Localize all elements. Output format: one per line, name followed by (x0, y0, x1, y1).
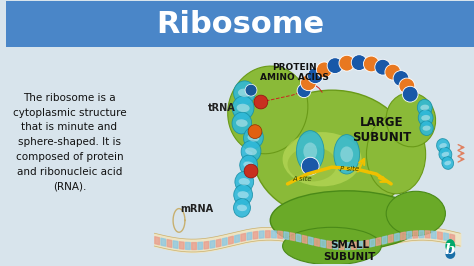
Ellipse shape (234, 184, 253, 205)
Text: b: b (445, 243, 456, 257)
Ellipse shape (446, 249, 455, 259)
Ellipse shape (234, 81, 255, 105)
Text: Ribosome: Ribosome (156, 10, 324, 39)
Circle shape (339, 55, 355, 71)
Circle shape (364, 56, 379, 72)
Ellipse shape (446, 239, 455, 253)
Circle shape (301, 75, 316, 91)
Ellipse shape (240, 155, 257, 175)
Circle shape (301, 157, 319, 175)
Ellipse shape (444, 161, 451, 165)
Text: A site: A site (292, 176, 312, 182)
Circle shape (327, 58, 343, 73)
Ellipse shape (439, 147, 452, 161)
Ellipse shape (253, 90, 411, 218)
Circle shape (375, 59, 391, 75)
Ellipse shape (421, 115, 430, 121)
Ellipse shape (247, 134, 259, 142)
Circle shape (308, 68, 323, 84)
Ellipse shape (417, 99, 432, 116)
Bar (6, 1, 474, 47)
Ellipse shape (245, 147, 257, 155)
Ellipse shape (386, 93, 436, 147)
Circle shape (399, 78, 415, 94)
Ellipse shape (239, 178, 250, 185)
Ellipse shape (288, 147, 337, 181)
Ellipse shape (283, 227, 381, 265)
Ellipse shape (236, 119, 247, 127)
Ellipse shape (241, 140, 261, 162)
Circle shape (297, 84, 311, 98)
Ellipse shape (296, 131, 324, 172)
Ellipse shape (423, 126, 430, 131)
Ellipse shape (228, 66, 308, 154)
Ellipse shape (442, 157, 454, 169)
Circle shape (245, 84, 257, 96)
Ellipse shape (234, 198, 250, 217)
Ellipse shape (439, 143, 447, 148)
Circle shape (317, 62, 332, 78)
Text: SMALL
SUBUNIT: SMALL SUBUNIT (323, 240, 376, 262)
Ellipse shape (442, 152, 449, 157)
Ellipse shape (232, 112, 252, 134)
Bar (6, 47, 474, 264)
Ellipse shape (437, 139, 449, 153)
Ellipse shape (237, 205, 247, 211)
Ellipse shape (270, 191, 423, 250)
Ellipse shape (303, 143, 317, 160)
Circle shape (351, 55, 367, 70)
Ellipse shape (235, 171, 254, 192)
Circle shape (244, 164, 258, 178)
Ellipse shape (244, 127, 264, 149)
Ellipse shape (237, 104, 250, 112)
Ellipse shape (420, 121, 433, 135)
Circle shape (254, 95, 268, 109)
Ellipse shape (237, 191, 249, 198)
Ellipse shape (420, 105, 429, 110)
Ellipse shape (283, 132, 362, 186)
Ellipse shape (340, 146, 353, 162)
Text: P site: P site (340, 166, 359, 172)
Circle shape (393, 70, 409, 86)
Ellipse shape (386, 191, 446, 236)
Text: tRNA: tRNA (208, 103, 235, 113)
Ellipse shape (334, 135, 360, 174)
Ellipse shape (366, 115, 426, 194)
Text: The ribosome is a
cytoplasmic structure
that is minute and
sphere-shaped. It is
: The ribosome is a cytoplasmic structure … (13, 93, 126, 192)
Text: LARGE
SUBUNIT: LARGE SUBUNIT (352, 116, 411, 144)
Ellipse shape (243, 161, 254, 168)
Circle shape (385, 64, 401, 80)
Circle shape (248, 125, 262, 139)
Ellipse shape (238, 89, 251, 97)
Text: mRNA: mRNA (180, 203, 213, 214)
Text: PROTEIN
AMINO ACIDS: PROTEIN AMINO ACIDS (260, 63, 329, 82)
Circle shape (402, 86, 418, 102)
Ellipse shape (232, 96, 254, 120)
Ellipse shape (418, 110, 433, 126)
